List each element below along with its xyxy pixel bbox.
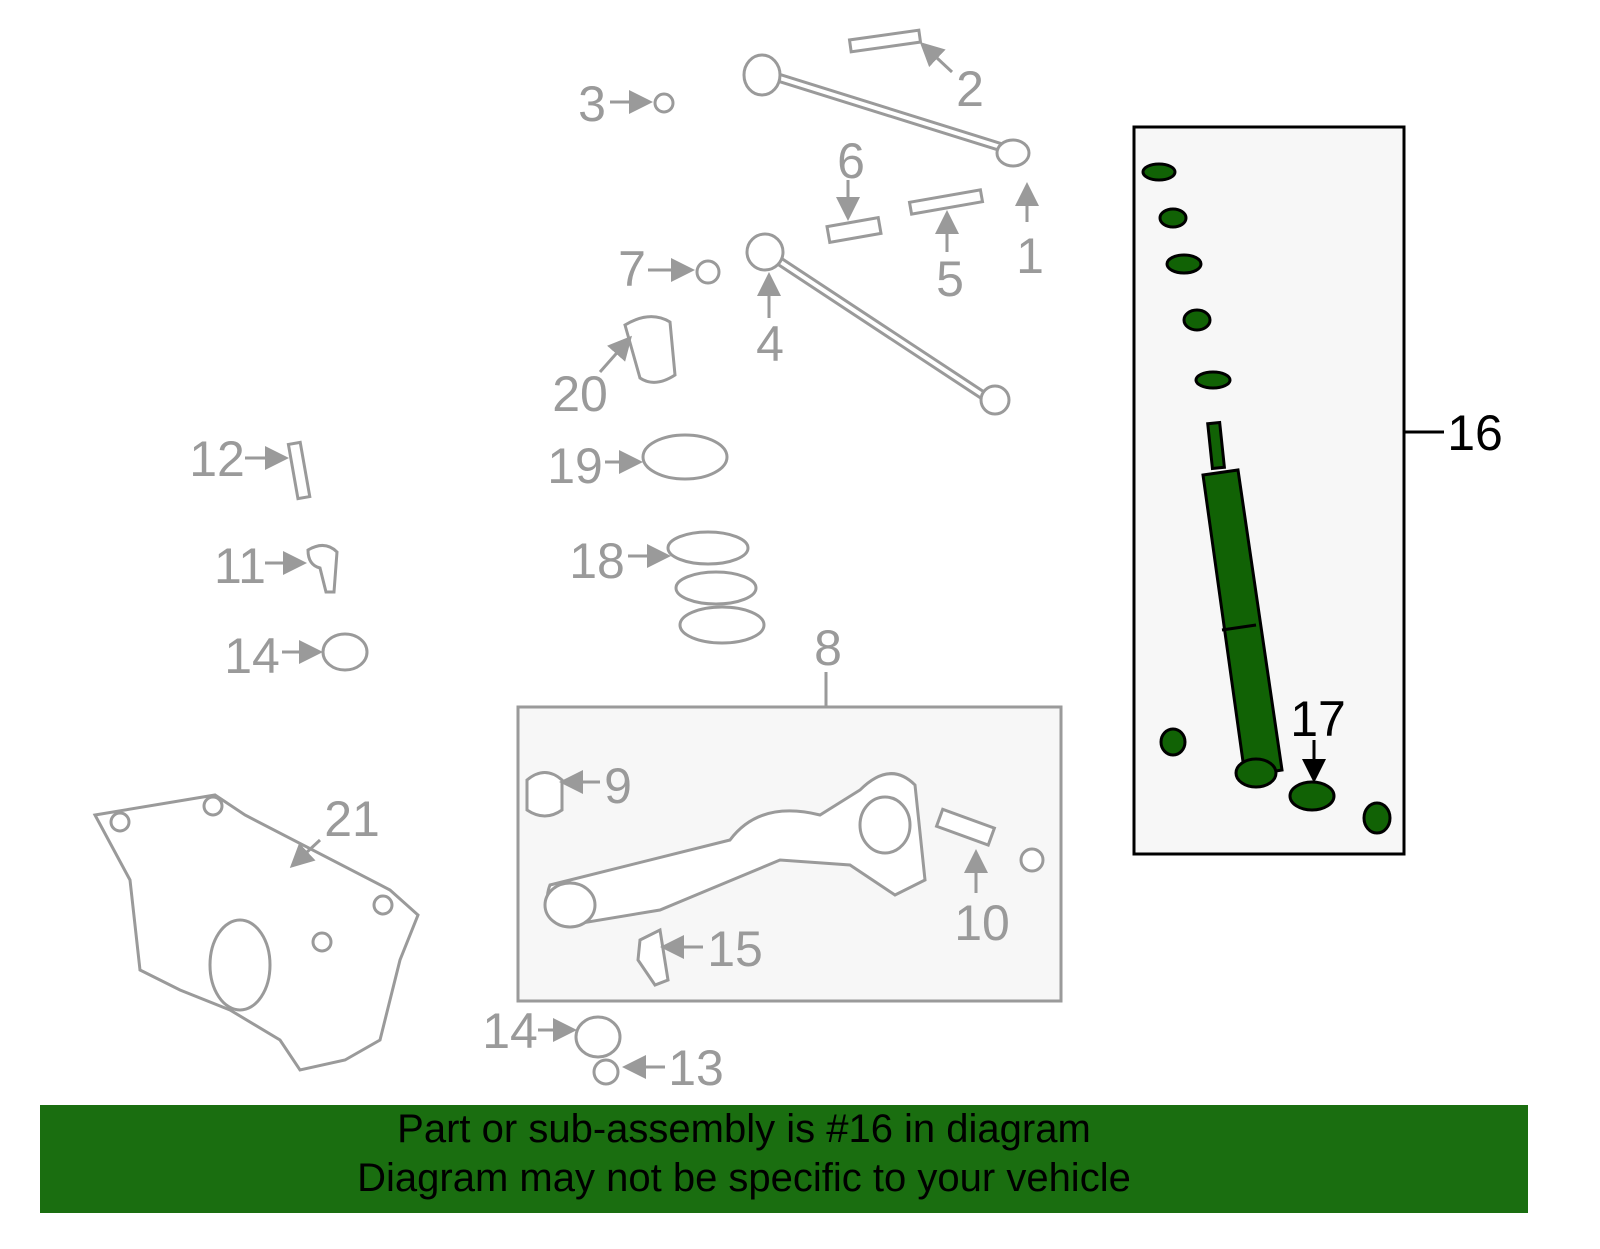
callout-16: 16 [1447,405,1503,461]
part-20-bump-stop[interactable] [623,315,677,384]
part-nut[interactable] [1019,847,1045,873]
part-3-nut[interactable] [653,92,675,114]
callout-8: 8 [814,620,842,676]
notice-banner: Part or sub-assembly is #16 in diagram D… [40,1105,1528,1213]
callout-13: 13 [668,1040,724,1096]
part-10-bushing[interactable] [934,807,997,847]
part-2-arm[interactable] [742,28,1031,168]
part-16-shock-absorber-assembly[interactable] [1141,162,1392,835]
part-21-crossmember[interactable] [92,793,420,1072]
callout-17: 17 [1290,691,1346,747]
callout-1: 1 [1016,228,1044,284]
part-14-bushing-bottom[interactable] [574,1015,622,1059]
callout-7: 7 [618,241,646,297]
callout-15: 15 [707,921,763,977]
leader-arrows [245,41,1326,1079]
part-18-coil-spring[interactable] [666,530,766,645]
callout-5: 5 [936,251,964,307]
callout-14-left: 14 [224,628,280,684]
callout-19: 19 [547,438,603,494]
callout-20: 20 [552,366,608,422]
part-5-bolt[interactable] [907,188,985,216]
part-9-bushing[interactable] [525,771,564,818]
part-14-bushing-left[interactable] [321,632,369,672]
part-7-nut[interactable] [695,259,721,285]
banner-line-1: Part or sub-assembly is #16 in diagram [397,1107,1091,1151]
part-19-spring-seat[interactable] [641,433,729,481]
callout-18: 18 [569,533,625,589]
callout-9: 9 [604,758,632,814]
part-13-nut[interactable] [592,1058,620,1086]
part-6-bolt[interactable] [825,215,883,245]
part-12-bolt[interactable] [286,440,312,501]
callout-6: 6 [837,133,865,189]
callout-3: 3 [578,76,606,132]
callout-14-bottom: 14 [482,1003,538,1059]
part-4-arm[interactable] [745,232,1011,416]
part-17-bushing[interactable] [1288,780,1336,812]
callout-11: 11 [214,538,266,594]
callout-21: 21 [324,791,380,847]
callout-4: 4 [756,316,784,372]
part-11-bolt[interactable] [306,544,339,594]
callout-2: 2 [956,61,984,117]
callout-12: 12 [189,431,245,487]
callout-10: 10 [954,895,1010,951]
banner-line-2: Diagram may not be specific to your vehi… [357,1156,1131,1200]
